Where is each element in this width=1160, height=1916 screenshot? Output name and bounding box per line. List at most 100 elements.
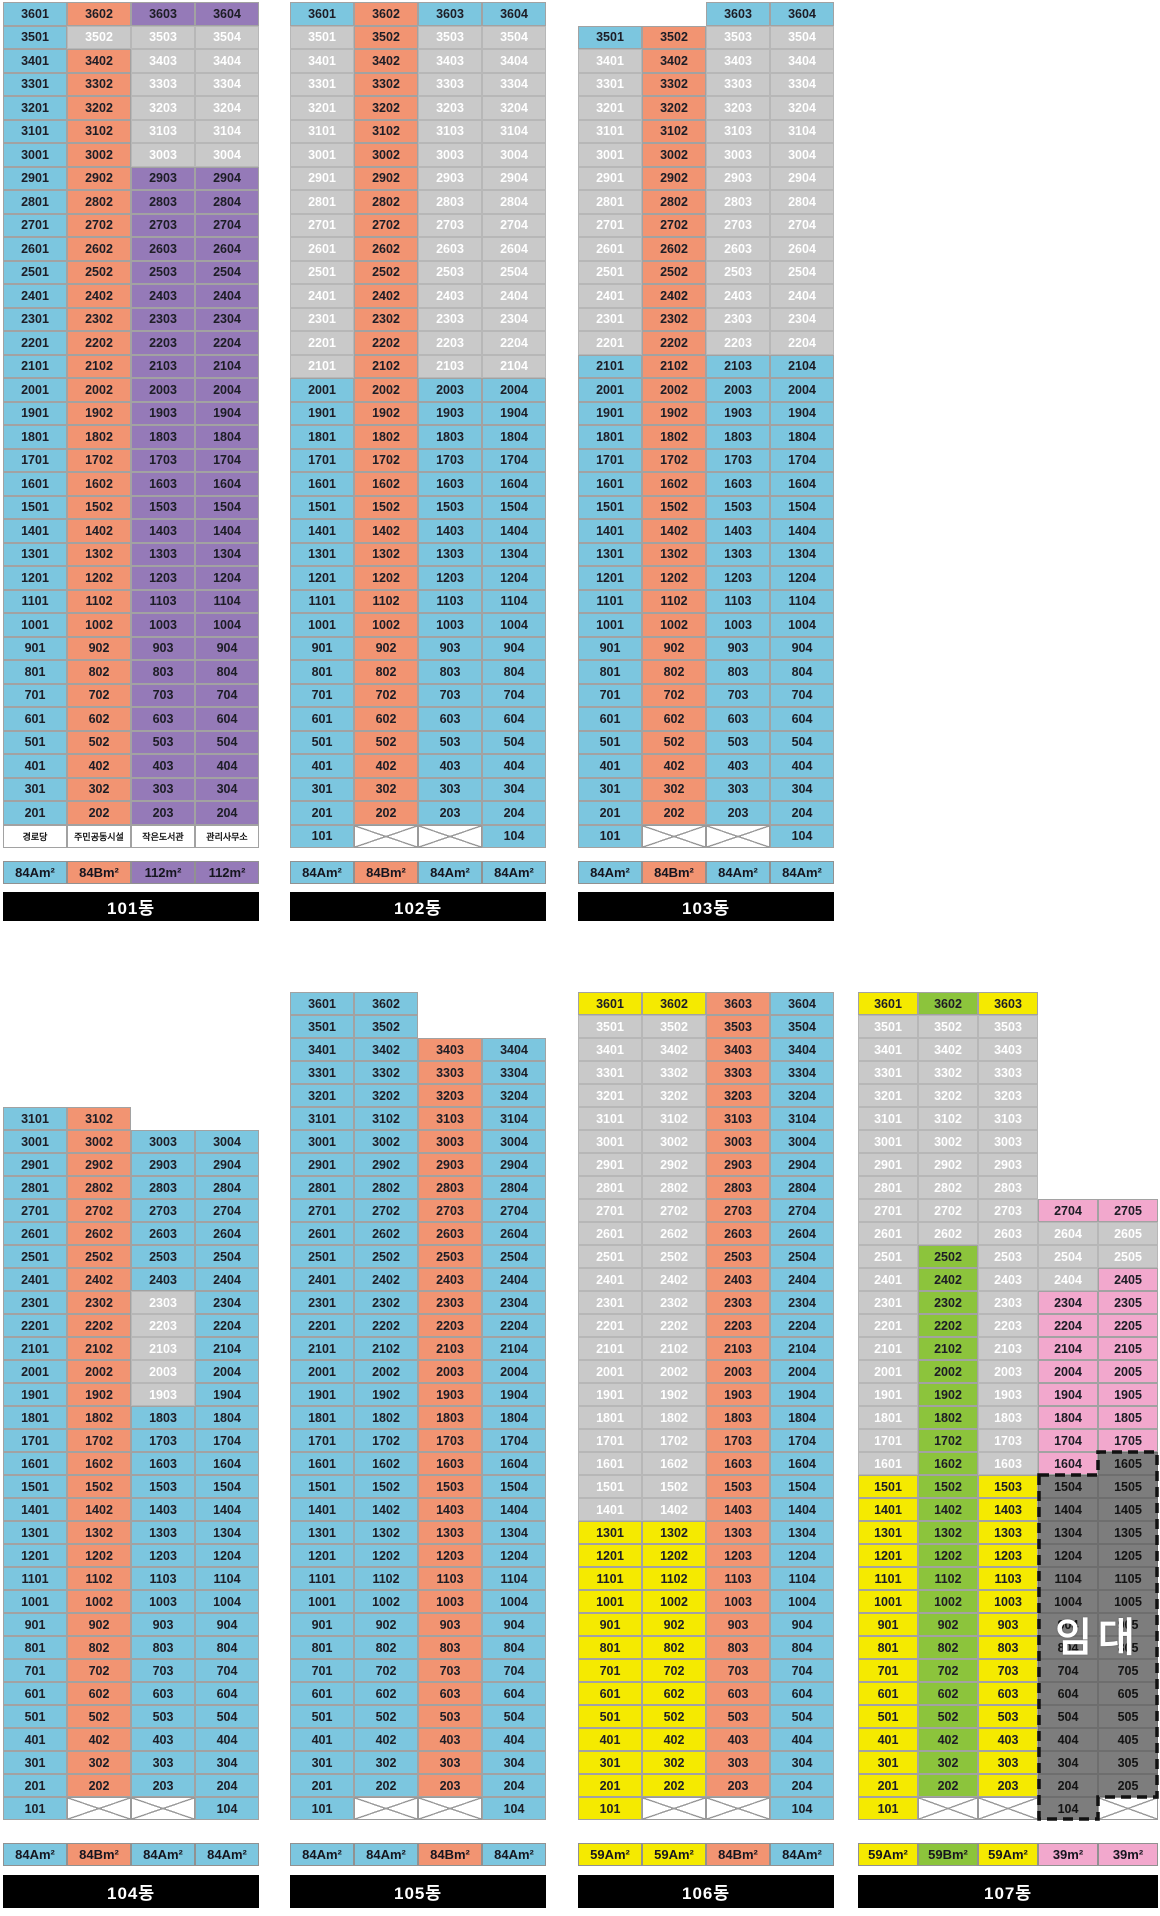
unit-104-1401[interactable]: 1401 xyxy=(3,1498,67,1521)
unit-103-3002[interactable]: 3002 xyxy=(642,143,706,167)
unit-102-101[interactable]: 101 xyxy=(290,824,354,848)
unit-107-101[interactable]: 101 xyxy=(858,1797,918,1820)
unit-101-2102[interactable]: 2102 xyxy=(67,354,131,378)
unit-102-2602[interactable]: 2602 xyxy=(354,237,418,261)
unit-105-3602[interactable]: 3602 xyxy=(354,992,418,1015)
unit-104-604[interactable]: 604 xyxy=(195,1682,259,1705)
unit-104-2101[interactable]: 2101 xyxy=(3,1337,67,1360)
unit-101-1203[interactable]: 1203 xyxy=(131,566,195,590)
unit-104-603[interactable]: 603 xyxy=(131,1682,195,1705)
unit-101-1103[interactable]: 1103 xyxy=(131,589,195,613)
unit-104-401[interactable]: 401 xyxy=(3,1728,67,1751)
unit-105-3204[interactable]: 3204 xyxy=(482,1084,546,1107)
unit-105-1902[interactable]: 1902 xyxy=(354,1383,418,1406)
unit-106-3004[interactable]: 3004 xyxy=(770,1130,834,1153)
unit-104-3001[interactable]: 3001 xyxy=(3,1130,67,1153)
unit-107-1802[interactable]: 1802 xyxy=(918,1406,978,1429)
unit-107-2304[interactable]: 2304 xyxy=(1038,1291,1098,1314)
unit-102-901[interactable]: 901 xyxy=(290,636,354,660)
unit-106-101[interactable]: 101 xyxy=(578,1797,642,1820)
unit-106-1304[interactable]: 1304 xyxy=(770,1521,834,1544)
unit-105-2803[interactable]: 2803 xyxy=(418,1176,482,1199)
unit-105-1901[interactable]: 1901 xyxy=(290,1383,354,1406)
unit-104-404[interactable]: 404 xyxy=(195,1728,259,1751)
unit-102-1004[interactable]: 1004 xyxy=(482,613,546,637)
unit-106-1201[interactable]: 1201 xyxy=(578,1544,642,1567)
unit-107-302[interactable]: 302 xyxy=(918,1751,978,1774)
unit-101-304[interactable]: 304 xyxy=(195,777,259,801)
unit-101-2001[interactable]: 2001 xyxy=(3,378,67,402)
unit-106-2604[interactable]: 2604 xyxy=(770,1222,834,1245)
unit-105-2804[interactable]: 2804 xyxy=(482,1176,546,1199)
unit-105-802[interactable]: 802 xyxy=(354,1636,418,1659)
unit-101-204[interactable]: 204 xyxy=(195,801,259,825)
unit-104-702[interactable]: 702 xyxy=(67,1659,131,1682)
unit-101-2203[interactable]: 2203 xyxy=(131,331,195,355)
unit-105-1303[interactable]: 1303 xyxy=(418,1521,482,1544)
unit-107-301[interactable]: 301 xyxy=(858,1751,918,1774)
unit-105-1503[interactable]: 1503 xyxy=(418,1475,482,1498)
unit-101-2804[interactable]: 2804 xyxy=(195,190,259,214)
unit-107-1604[interactable]: 1604 xyxy=(1038,1452,1098,1475)
unit-105-3004[interactable]: 3004 xyxy=(482,1130,546,1153)
unit-101-604[interactable]: 604 xyxy=(195,707,259,731)
unit-101-1202[interactable]: 1202 xyxy=(67,566,131,590)
unit-102-1302[interactable]: 1302 xyxy=(354,542,418,566)
unit-105-2701[interactable]: 2701 xyxy=(290,1199,354,1222)
unit-101-1003[interactable]: 1003 xyxy=(131,613,195,637)
unit-103-303[interactable]: 303 xyxy=(706,777,770,801)
unit-104-2502[interactable]: 2502 xyxy=(67,1245,131,1268)
unit-102-3202[interactable]: 3202 xyxy=(354,96,418,120)
unit-107-502[interactable]: 502 xyxy=(918,1705,978,1728)
unit-106-1804[interactable]: 1804 xyxy=(770,1406,834,1429)
unit-101-1104[interactable]: 1104 xyxy=(195,589,259,613)
unit-103-1201[interactable]: 1201 xyxy=(578,566,642,590)
unit-102-501[interactable]: 501 xyxy=(290,730,354,754)
unit-101-1304[interactable]: 1304 xyxy=(195,542,259,566)
unit-104-1203[interactable]: 1203 xyxy=(131,1544,195,1567)
unit-102-3602[interactable]: 3602 xyxy=(354,2,418,26)
unit-101-2004[interactable]: 2004 xyxy=(195,378,259,402)
unit-101-2403[interactable]: 2403 xyxy=(131,284,195,308)
unit-105-502[interactable]: 502 xyxy=(354,1705,418,1728)
unit-101-1902[interactable]: 1902 xyxy=(67,401,131,425)
unit-106-2804[interactable]: 2804 xyxy=(770,1176,834,1199)
unit-104-1501[interactable]: 1501 xyxy=(3,1475,67,1498)
unit-106-1503[interactable]: 1503 xyxy=(706,1475,770,1498)
unit-103-2702[interactable]: 2702 xyxy=(642,213,706,237)
unit-105-2404[interactable]: 2404 xyxy=(482,1268,546,1291)
unit-103-903[interactable]: 903 xyxy=(706,636,770,660)
unit-106-2903[interactable]: 2903 xyxy=(706,1153,770,1176)
unit-106-1303[interactable]: 1303 xyxy=(706,1521,770,1544)
unit-104-2804[interactable]: 2804 xyxy=(195,1176,259,1199)
unit-103-704[interactable]: 704 xyxy=(770,683,834,707)
unit-103-3501[interactable]: 3501 xyxy=(578,25,642,49)
unit-107-1702[interactable]: 1702 xyxy=(918,1429,978,1452)
unit-102-1102[interactable]: 1102 xyxy=(354,589,418,613)
unit-105-603[interactable]: 603 xyxy=(418,1682,482,1705)
unit-106-1203[interactable]: 1203 xyxy=(706,1544,770,1567)
unit-104-1001[interactable]: 1001 xyxy=(3,1590,67,1613)
unit-104-2402[interactable]: 2402 xyxy=(67,1268,131,1291)
unit-105-804[interactable]: 804 xyxy=(482,1636,546,1659)
unit-105-2402[interactable]: 2402 xyxy=(354,1268,418,1291)
unit-105-1404[interactable]: 1404 xyxy=(482,1498,546,1521)
unit-105-3301[interactable]: 3301 xyxy=(290,1061,354,1084)
unit-107-203[interactable]: 203 xyxy=(978,1774,1038,1797)
unit-106-2203[interactable]: 2203 xyxy=(706,1314,770,1337)
unit-103-2102[interactable]: 2102 xyxy=(642,354,706,378)
unit-102-701[interactable]: 701 xyxy=(290,683,354,707)
unit-106-503[interactable]: 503 xyxy=(706,1705,770,1728)
unit-104-901[interactable]: 901 xyxy=(3,1613,67,1636)
unit-104-2703[interactable]: 2703 xyxy=(131,1199,195,1222)
unit-104-403[interactable]: 403 xyxy=(131,1728,195,1751)
unit-106-2403[interactable]: 2403 xyxy=(706,1268,770,1291)
unit-107-2102[interactable]: 2102 xyxy=(918,1337,978,1360)
unit-102-1404[interactable]: 1404 xyxy=(482,519,546,543)
unit-103-2602[interactable]: 2602 xyxy=(642,237,706,261)
unit-103-1104[interactable]: 1104 xyxy=(770,589,834,613)
unit-105-2403[interactable]: 2403 xyxy=(418,1268,482,1291)
unit-102-504[interactable]: 504 xyxy=(482,730,546,754)
unit-103-2103[interactable]: 2103 xyxy=(706,354,770,378)
unit-107-2704[interactable]: 2704 xyxy=(1038,1199,1098,1222)
